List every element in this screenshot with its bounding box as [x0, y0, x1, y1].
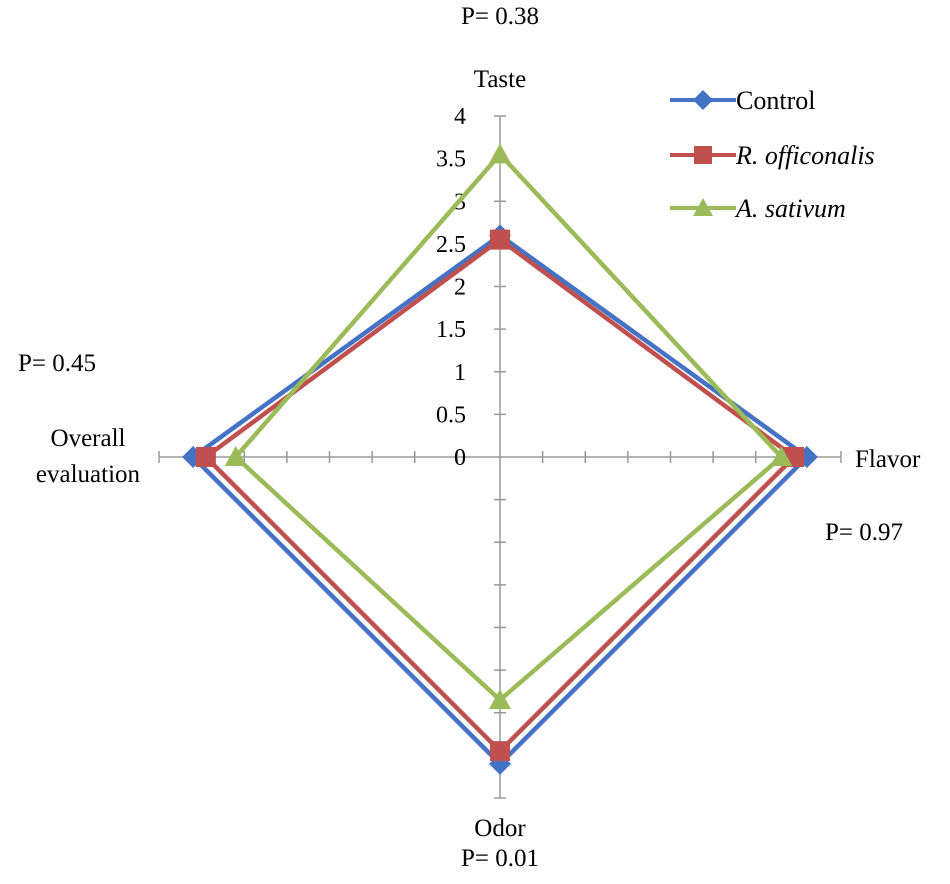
p-value-overall-evaluation: P= 0.45	[18, 350, 96, 377]
legend-label-control: Control	[736, 86, 815, 115]
p-value-taste: P= 0.38	[461, 3, 539, 30]
data-point-r-officonalis-taste	[490, 229, 510, 250]
legend: Control R. officonalis A. sativum	[670, 86, 875, 223]
series-a-sativum	[224, 143, 793, 709]
legend-marker-r-officonalis	[694, 146, 712, 164]
data-point-a-sativum-flavor	[770, 446, 793, 466]
legend-item-control: Control	[670, 86, 815, 115]
series-r-officonalis	[195, 229, 805, 762]
tick-label: 1	[454, 360, 466, 386]
tick-label: 4	[454, 104, 466, 130]
legend-label-r-officonalis: R. officonalis	[735, 141, 875, 170]
tick-label: 2	[454, 275, 466, 301]
radar-axes: 00.511.522.533.54	[158, 104, 842, 799]
axis-label-taste: Taste P= 0.38	[461, 3, 539, 93]
legend-marker-control	[693, 90, 713, 110]
tick-label: 2.5	[436, 232, 466, 258]
data-point-r-officonalis-odor	[490, 741, 510, 762]
data-point-r-officonalis-overall-evaluation	[195, 447, 216, 467]
p-value-flavor: P= 0.97	[825, 519, 903, 546]
axis-name-overall-line1: Overall	[51, 425, 126, 452]
tick-label: 3.5	[436, 147, 466, 173]
tick-label: 1.5	[436, 317, 466, 343]
axis-label-odor: Odor P= 0.01	[461, 815, 539, 872]
legend-item-a-sativum: A. sativum	[670, 194, 846, 223]
p-value-odor: P= 0.01	[461, 845, 539, 872]
data-point-a-sativum-taste	[489, 143, 511, 164]
data-point-a-sativum-odor	[489, 688, 511, 709]
legend-item-r-officonalis: R. officonalis	[670, 141, 875, 170]
axis-name-taste: Taste	[474, 66, 526, 93]
axis-name-flavor: Flavor	[855, 446, 921, 473]
data-point-a-sativum-overall-evaluation	[224, 446, 247, 466]
legend-marker-a-sativum	[693, 198, 713, 216]
tick-label: 0.5	[436, 402, 466, 428]
axis-label-flavor: Flavor P= 0.97	[825, 446, 921, 546]
axis-name-odor: Odor	[474, 815, 526, 842]
legend-label-a-sativum: A. sativum	[734, 194, 846, 223]
axis-label-overall-evaluation: Overall evaluation P= 0.45	[18, 350, 141, 488]
radar-series	[182, 143, 818, 775]
axis-name-overall-line2: evaluation	[36, 461, 141, 488]
tick-label: 0	[454, 445, 466, 471]
